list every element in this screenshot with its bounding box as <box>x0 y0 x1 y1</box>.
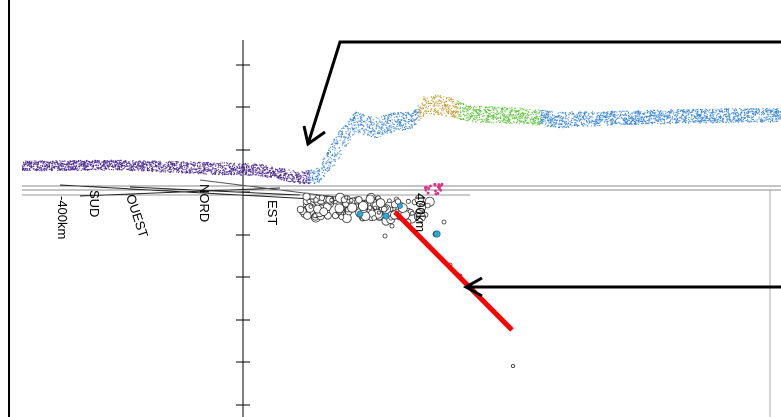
direction-ouest-label: OUEST <box>123 192 151 239</box>
seismic-event <box>302 192 311 201</box>
seismic-event <box>365 194 375 204</box>
seismic-event <box>358 201 369 212</box>
direction-est-label: EST <box>265 200 280 225</box>
seismic-event <box>334 203 345 214</box>
vertical-axis <box>236 40 250 417</box>
seismic-event <box>329 197 334 203</box>
seismic-event <box>418 203 426 212</box>
magenta-event <box>427 186 430 190</box>
seismic-event <box>376 210 381 215</box>
dist-right-label: 400km <box>413 193 428 232</box>
magenta-event <box>438 187 441 190</box>
magenta-event <box>439 184 443 187</box>
magenta-event <box>437 183 441 186</box>
seismic-event <box>355 196 363 204</box>
seismic-event <box>296 205 305 214</box>
deep-seismic-event <box>356 210 364 218</box>
seismic-event <box>424 202 431 209</box>
magenta-event-cluster <box>424 182 444 196</box>
slab-line <box>393 210 514 332</box>
direction-sud-label: SUD <box>87 190 102 217</box>
deep-seismic-event <box>397 203 403 209</box>
magenta-event <box>426 191 430 195</box>
seismic-event <box>410 211 415 216</box>
seismic-event <box>414 194 425 205</box>
seismic-event <box>387 198 392 204</box>
seismic-event <box>319 207 329 216</box>
topography-points <box>418 94 459 121</box>
seismic-event <box>344 195 349 200</box>
seismic-event <box>367 205 373 211</box>
seismic-event <box>382 233 388 239</box>
upper-arrow-icon <box>302 40 781 147</box>
seismic-event <box>375 198 386 208</box>
lower-arrow-icon <box>462 276 781 298</box>
magenta-event <box>424 186 427 190</box>
magenta-event <box>434 189 437 193</box>
topography-points <box>309 105 781 184</box>
seismicity-points <box>296 192 515 368</box>
topography-point-cloud <box>22 94 781 185</box>
dist-left-label: -400km <box>55 196 70 239</box>
topography-points <box>22 159 310 185</box>
magenta-event <box>429 184 432 188</box>
seismic-event <box>441 219 447 225</box>
seismic-event <box>389 223 395 229</box>
topography-points <box>457 101 542 126</box>
seismic-event <box>338 214 345 220</box>
seismic-event <box>371 215 377 221</box>
deep-seismic-event <box>382 212 390 220</box>
seismic-event <box>318 194 325 201</box>
seismic-event <box>349 198 354 203</box>
seismic-event <box>510 363 515 368</box>
magenta-event <box>424 188 428 192</box>
magenta-event <box>433 182 437 186</box>
seismic-event <box>313 197 319 203</box>
seismic-event <box>347 202 358 213</box>
seismic-event <box>312 213 318 219</box>
magenta-event <box>434 192 438 196</box>
ground-plane <box>22 179 781 201</box>
seismic-event <box>405 198 411 204</box>
deep-seismic-event <box>433 230 441 238</box>
seismic-event <box>415 213 422 219</box>
direction-nord-label: NORD <box>197 184 212 222</box>
seismic-event <box>381 205 388 213</box>
seismic-event <box>303 211 312 220</box>
seismic-event <box>308 204 313 209</box>
